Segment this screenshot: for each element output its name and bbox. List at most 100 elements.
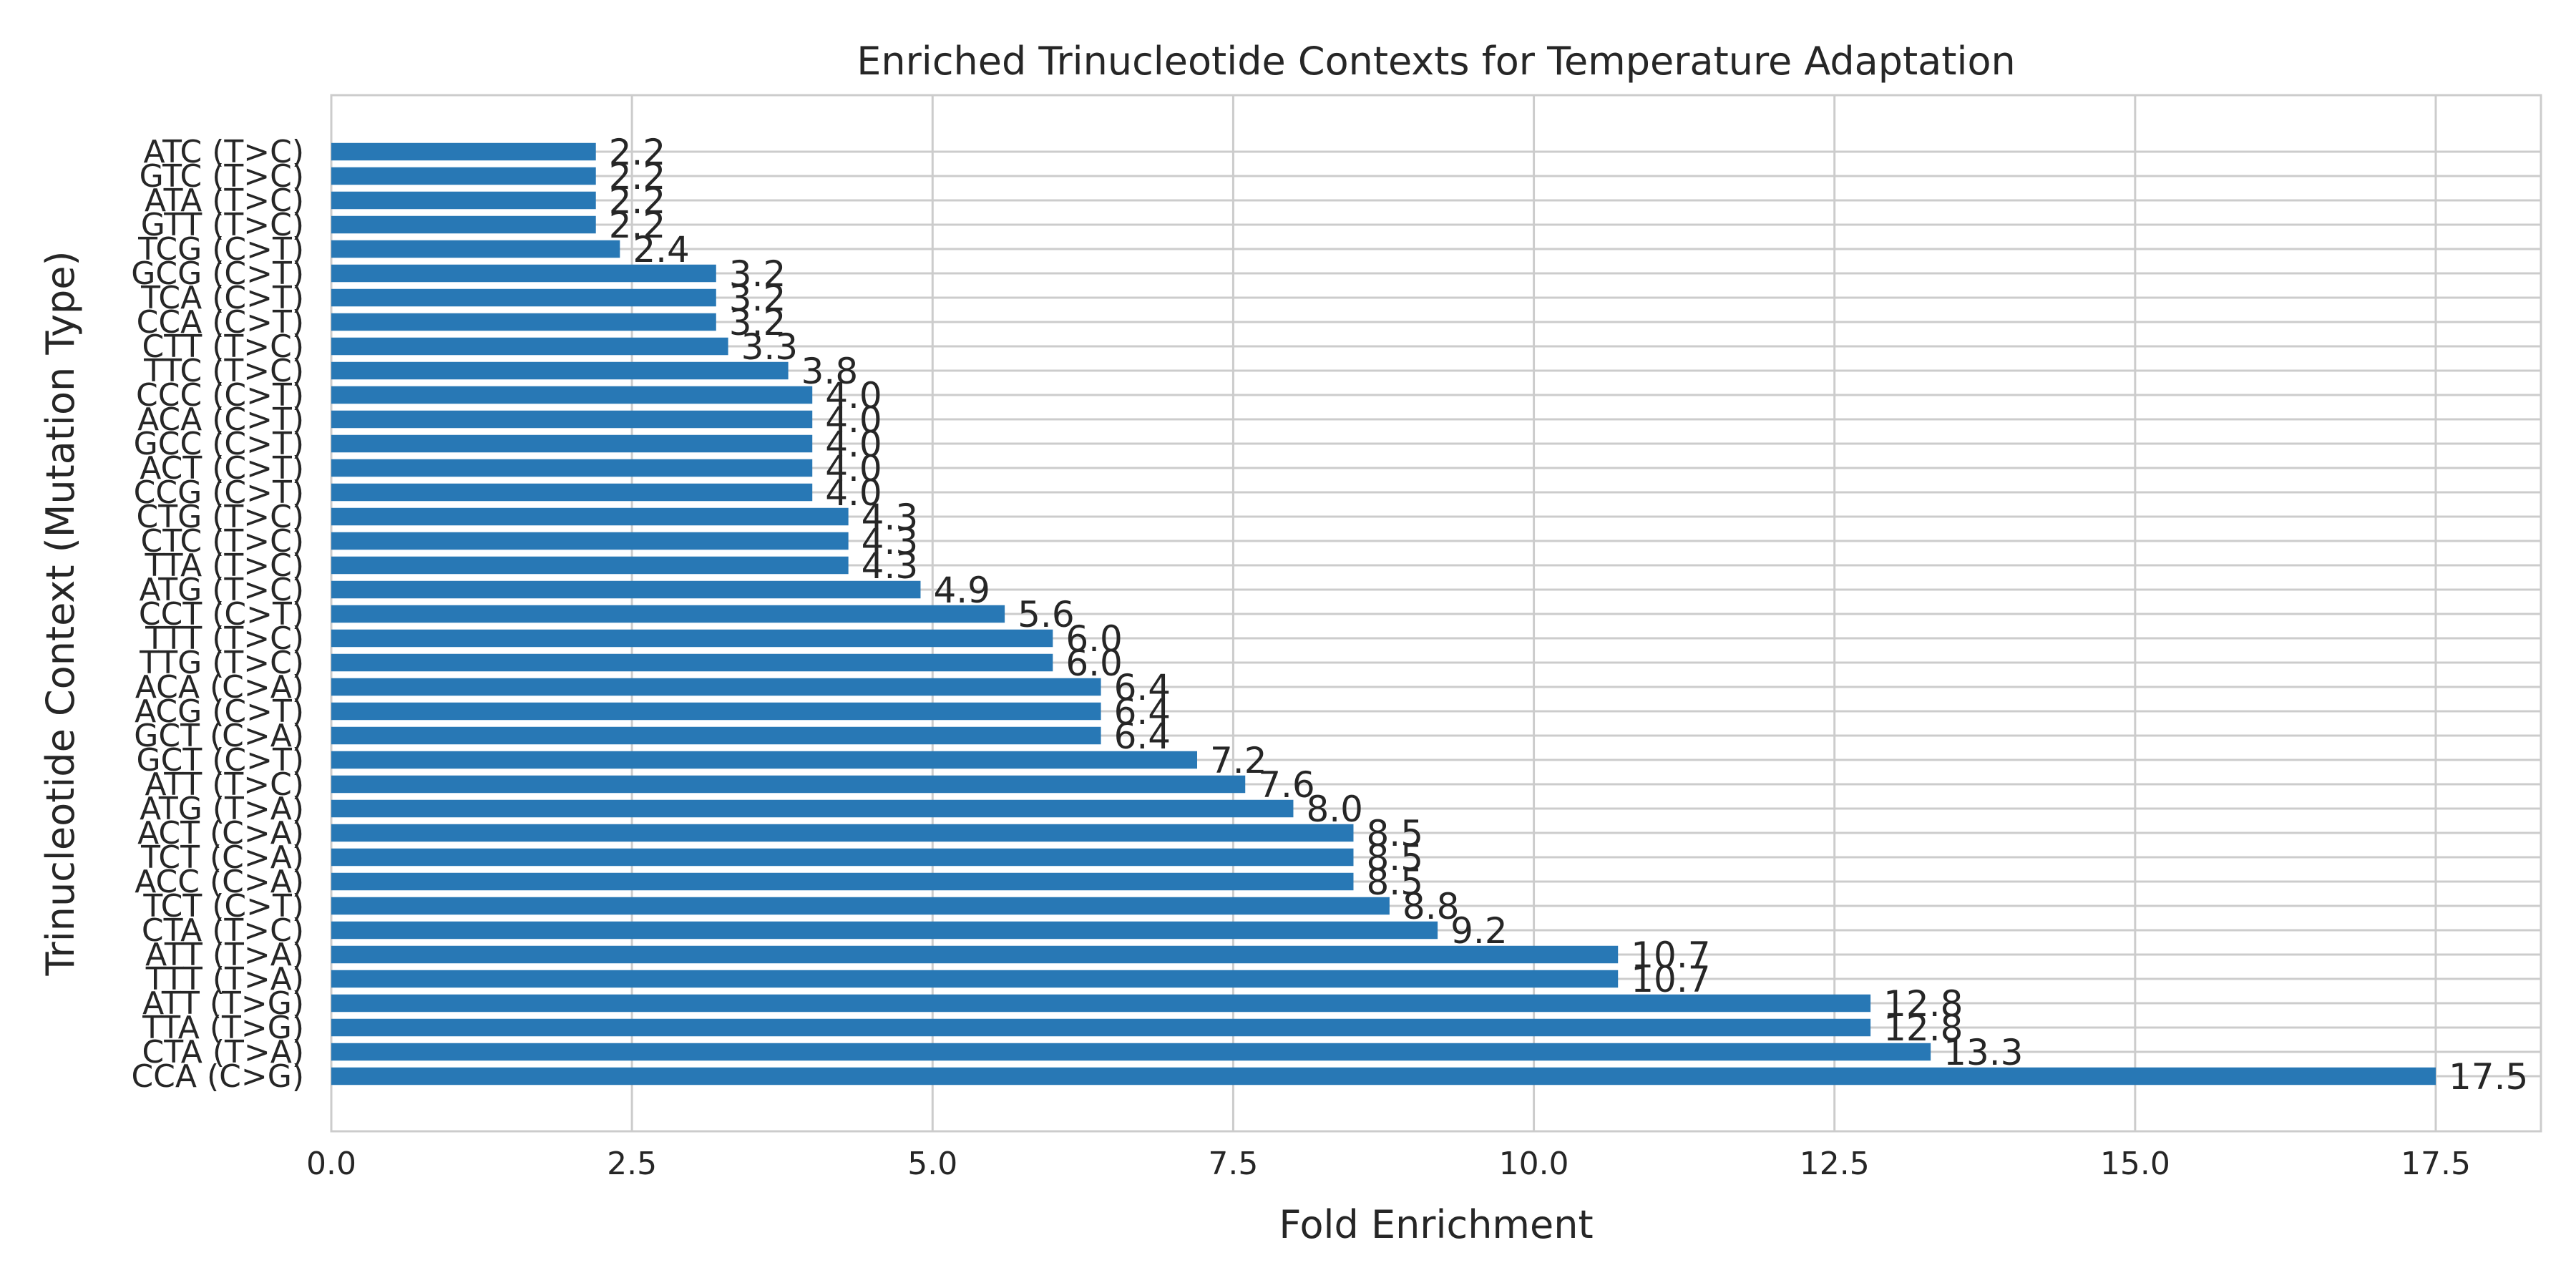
value-label: 3.8 — [801, 351, 859, 392]
value-label: 6.0 — [1065, 643, 1123, 684]
y-tick-label: TCG (C>T) — [137, 231, 304, 268]
y-tick-label: GCT (C>T) — [137, 742, 304, 779]
value-label: 8.5 — [1366, 837, 1423, 879]
x-axis-label: Fold Enrichment — [1279, 1202, 1593, 1247]
bar — [331, 1018, 1871, 1037]
bar — [331, 483, 813, 502]
value-label: 3.3 — [741, 326, 799, 368]
bars — [331, 142, 2436, 1085]
bar — [331, 337, 728, 356]
bar — [331, 556, 849, 575]
x-tick-label: 5.0 — [907, 1146, 957, 1182]
y-tick-label: TTT (T>C) — [145, 620, 304, 657]
y-tick-label: TTT (T>A) — [145, 961, 304, 997]
x-tick-label: 7.5 — [1208, 1146, 1258, 1182]
value-label: 10.7 — [1631, 935, 1710, 976]
value-label: 9.2 — [1450, 910, 1508, 952]
bar — [331, 605, 1005, 623]
y-tick-label: GCC (C>T) — [134, 426, 304, 462]
bar — [331, 142, 596, 161]
x-tick-label: 17.5 — [2401, 1146, 2471, 1182]
y-tick-label: CCA (C>G) — [131, 1058, 304, 1095]
bar — [331, 848, 1354, 867]
value-label: 6.4 — [1114, 691, 1171, 733]
bar — [331, 629, 1053, 648]
value-label: 2.2 — [609, 205, 666, 246]
bar — [331, 410, 813, 429]
bar — [331, 775, 1246, 794]
value-label: 5.6 — [1018, 594, 1075, 635]
y-tick-label: TTA (T>C) — [145, 547, 304, 584]
y-tick-label: ACA (C>A) — [135, 669, 304, 706]
bar — [331, 580, 921, 599]
y-tick-label: CCG (C>T) — [134, 474, 304, 511]
y-tick-label: GTC (T>C) — [140, 158, 304, 195]
value-label: 8.0 — [1306, 789, 1363, 830]
value-label: 3.2 — [729, 253, 786, 295]
y-tick-label: CCT (C>T) — [139, 596, 304, 633]
value-label: 8.8 — [1402, 886, 1460, 927]
y-tick-label: CCA (C>T) — [137, 304, 304, 341]
value-label: 12.8 — [1883, 983, 1963, 1025]
value-label: 4.3 — [862, 521, 919, 562]
y-tick-labels: CCA (C>G)CTA (T>A)TTA (T>G)ATT (T>G)TTT … — [131, 134, 304, 1095]
value-label: 7.2 — [1210, 740, 1267, 781]
value-label: 2.2 — [609, 156, 666, 197]
bar — [331, 264, 716, 283]
y-tick-label: TCT (C>A) — [140, 839, 304, 876]
value-label: 6.4 — [1114, 667, 1171, 708]
bar — [331, 726, 1101, 745]
value-label: 8.5 — [1366, 862, 1423, 903]
bar — [331, 215, 596, 234]
value-label: 7.6 — [1258, 764, 1315, 806]
chart-title: Enriched Trinucleotide Contexts for Temp… — [857, 39, 2015, 84]
value-label: 8.5 — [1366, 813, 1423, 854]
y-tick-label: ATG (T>C) — [140, 572, 304, 608]
x-tick-label: 12.5 — [1800, 1146, 1870, 1182]
value-label: 4.0 — [825, 472, 882, 514]
bar — [331, 361, 789, 380]
y-tick-label: ATT (T>A) — [145, 937, 304, 973]
bar — [331, 288, 716, 307]
bar — [331, 921, 1438, 940]
bar — [331, 872, 1354, 891]
value-label: 4.9 — [933, 570, 990, 611]
y-tick-label: CTT (T>C) — [142, 328, 305, 365]
value-labels: 17.513.312.812.810.710.79.28.88.58.58.58… — [609, 132, 2529, 1098]
x-tick-labels: 0.0 2.5 5.0 7.5 10.0 12.5 15.0 17.5 — [306, 1146, 2471, 1182]
bar — [331, 678, 1101, 696]
y-tick-label: ACC (C>A) — [135, 864, 304, 900]
y-tick-label: CTA (T>A) — [142, 1034, 304, 1070]
value-label: 17.5 — [2449, 1056, 2528, 1098]
x-tick-label: 15.0 — [2100, 1146, 2170, 1182]
bar — [331, 167, 596, 185]
y-tick-label: TCT (C>T) — [142, 888, 304, 924]
bar — [331, 386, 813, 404]
bar — [331, 751, 1198, 769]
bar — [331, 994, 1871, 1013]
bar — [331, 532, 849, 550]
value-label: 2.2 — [609, 132, 666, 173]
bar — [331, 191, 596, 210]
bar — [331, 240, 620, 258]
value-label: 2.2 — [609, 180, 666, 222]
bar — [331, 945, 1619, 964]
bar — [331, 702, 1101, 721]
bar — [331, 1043, 1931, 1061]
y-tick-label: GCG (C>T) — [131, 255, 304, 292]
bar — [331, 970, 1619, 988]
value-label: 2.4 — [633, 229, 690, 270]
y-axis-label: Trinucleotide Context (Mutation Type) — [38, 250, 83, 976]
y-tick-label: ATT (T>G) — [142, 985, 304, 1022]
value-label: 3.2 — [729, 302, 786, 343]
bar — [331, 653, 1053, 672]
y-tick-label: ACT (C>A) — [137, 815, 304, 852]
y-tick-label: CTA (T>C) — [142, 912, 304, 949]
y-tick-label: TTC (T>C) — [143, 353, 304, 389]
y-tick-label: CTG (T>C) — [137, 499, 304, 535]
y-tick-label: TCA (C>T) — [140, 280, 304, 316]
value-label: 4.0 — [825, 399, 882, 441]
y-tick-label: CTC (T>C) — [140, 523, 304, 560]
y-tick-label: ATA (T>C) — [145, 182, 304, 219]
